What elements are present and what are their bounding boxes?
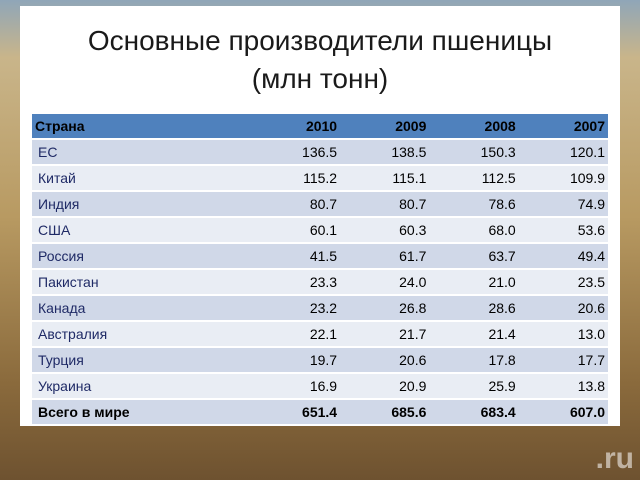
table-row: Китай 115.2 115.1 112.5 109.9 xyxy=(32,166,608,190)
value-cell: 74.9 xyxy=(518,192,608,216)
table-row: Турция 19.7 20.6 17.8 17.7 xyxy=(32,348,608,372)
value-cell: 21.4 xyxy=(429,322,519,346)
value-cell: 109.9 xyxy=(518,166,608,190)
table-row: ЕС 136.5 138.5 150.3 120.1 xyxy=(32,140,608,164)
value-cell: 23.5 xyxy=(518,270,608,294)
value-cell: 17.8 xyxy=(429,348,519,372)
value-cell: 80.7 xyxy=(340,192,430,216)
header-row: Страна 2010 2009 2008 2007 xyxy=(32,114,608,138)
value-cell: 13.0 xyxy=(518,322,608,346)
value-cell: 20.6 xyxy=(518,296,608,320)
country-cell: Россия xyxy=(32,244,251,268)
value-cell: 21.7 xyxy=(340,322,430,346)
value-cell: 120.1 xyxy=(518,140,608,164)
value-cell: 16.9 xyxy=(250,374,341,398)
value-cell: 136.5 xyxy=(250,140,341,164)
value-cell: 21.0 xyxy=(429,270,519,294)
title-line: Основные производители пшеницы xyxy=(87,25,553,56)
country-cell: ЕС xyxy=(32,140,251,164)
value-cell: 19.7 xyxy=(250,348,341,372)
value-cell: 651.4 xyxy=(250,400,341,424)
value-cell: 68.0 xyxy=(429,218,519,242)
value-cell: 80.7 xyxy=(250,192,341,216)
value-cell: 22.1 xyxy=(250,322,341,346)
value-cell: 20.9 xyxy=(340,374,430,398)
value-cell: 23.3 xyxy=(250,270,341,294)
table-row: Индия 80.7 80.7 78.6 74.9 xyxy=(32,192,608,216)
table-row: Россия 41.5 61.7 63.7 49.4 xyxy=(32,244,608,268)
country-cell: Пакистан xyxy=(32,270,251,294)
value-cell: 78.6 xyxy=(429,192,519,216)
table-row: Всего в мире 651.4 685.6 683.4 607.0 xyxy=(32,400,608,424)
value-cell: 13.8 xyxy=(518,374,608,398)
table-row: Канада 23.2 26.8 28.6 20.6 xyxy=(32,296,608,320)
value-cell: 61.7 xyxy=(340,244,430,268)
value-cell: 683.4 xyxy=(429,400,519,424)
country-cell: Индия xyxy=(32,192,251,216)
title-line: (млн тонн) xyxy=(251,63,389,94)
country-cell: Канада xyxy=(32,296,251,320)
value-cell: 23.2 xyxy=(250,296,341,320)
header-cell: 2008 xyxy=(429,114,519,138)
value-cell: 685.6 xyxy=(340,400,430,424)
value-cell: 60.3 xyxy=(340,218,430,242)
value-cell: 20.6 xyxy=(340,348,430,372)
country-cell: Украина xyxy=(32,374,251,398)
header-cell: 2007 xyxy=(518,114,608,138)
table-row: США 60.1 60.3 68.0 53.6 xyxy=(32,218,608,242)
header-cell: 2010 xyxy=(250,114,341,138)
value-cell: 115.1 xyxy=(340,166,430,190)
country-cell: США xyxy=(32,218,251,242)
value-cell: 112.5 xyxy=(429,166,519,190)
value-cell: 115.2 xyxy=(250,166,341,190)
title: Основные производители пшеницы (млн тонн… xyxy=(20,22,620,98)
value-cell: 53.6 xyxy=(518,218,608,242)
value-cell: 63.7 xyxy=(429,244,519,268)
value-cell: 60.1 xyxy=(250,218,341,242)
value-cell: 607.0 xyxy=(518,400,608,424)
country-cell: Турция xyxy=(32,348,251,372)
production-table: Страна 2010 2009 2008 2007 ЕС 136.5 138.5 150.3… xyxy=(32,112,608,426)
value-cell: 138.5 xyxy=(340,140,430,164)
value-cell: 25.9 xyxy=(429,374,519,398)
header-cell: 2009 xyxy=(340,114,430,138)
value-cell: 150.3 xyxy=(429,140,519,164)
table-row: Австралия 22.1 21.7 21.4 13.0 xyxy=(32,322,608,346)
value-cell: 26.8 xyxy=(340,296,430,320)
table-row: Украина 16.9 20.9 25.9 13.8 xyxy=(32,374,608,398)
value-cell: 41.5 xyxy=(250,244,341,268)
value-cell: 17.7 xyxy=(518,348,608,372)
country-cell: Всего в мире xyxy=(32,400,251,424)
country-cell: Австралия xyxy=(32,322,251,346)
value-cell: 28.6 xyxy=(429,296,519,320)
value-cell: 49.4 xyxy=(518,244,608,268)
value-cell: 24.0 xyxy=(340,270,430,294)
table-row: Пакистан 23.3 24.0 21.0 23.5 xyxy=(32,270,608,294)
header-cell: Страна xyxy=(32,114,251,138)
country-cell: Китай xyxy=(32,166,251,190)
watermark: .ru xyxy=(595,442,634,475)
